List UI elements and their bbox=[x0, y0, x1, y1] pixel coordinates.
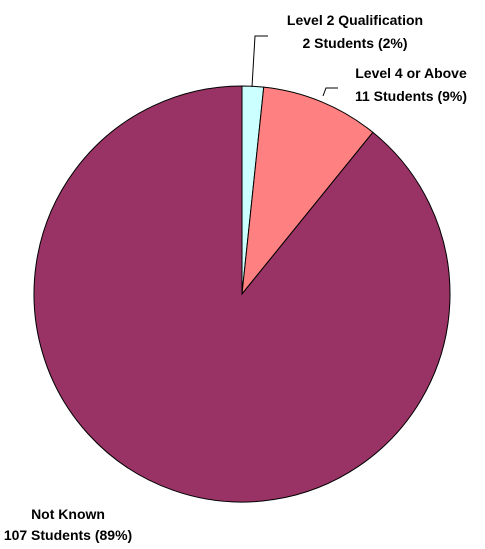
slice-labels: Level 2 Qualification 2 Students (2%) Le… bbox=[4, 12, 467, 543]
leader-lines bbox=[251, 35, 338, 97]
pie-slices bbox=[33, 85, 451, 503]
slice-label-level-2: Level 2 Qualification bbox=[287, 12, 423, 28]
pie-slice-level-4 bbox=[241, 86, 374, 296]
leader-line-level-2 bbox=[251, 35, 268, 88]
slice-label-not-known: Not Known bbox=[31, 506, 105, 522]
slice-value-label-level-4: 11 Students (9%) bbox=[355, 88, 467, 104]
leader-line-level-4 bbox=[322, 87, 338, 97]
slice-value-label-level-2: 2 Students (2%) bbox=[302, 35, 407, 51]
slice-value-label-not-known: 107 Students (89%) bbox=[4, 527, 132, 543]
slice-label-level-4: Level 4 or Above bbox=[355, 65, 467, 81]
pie-slice-not-known bbox=[33, 85, 451, 503]
